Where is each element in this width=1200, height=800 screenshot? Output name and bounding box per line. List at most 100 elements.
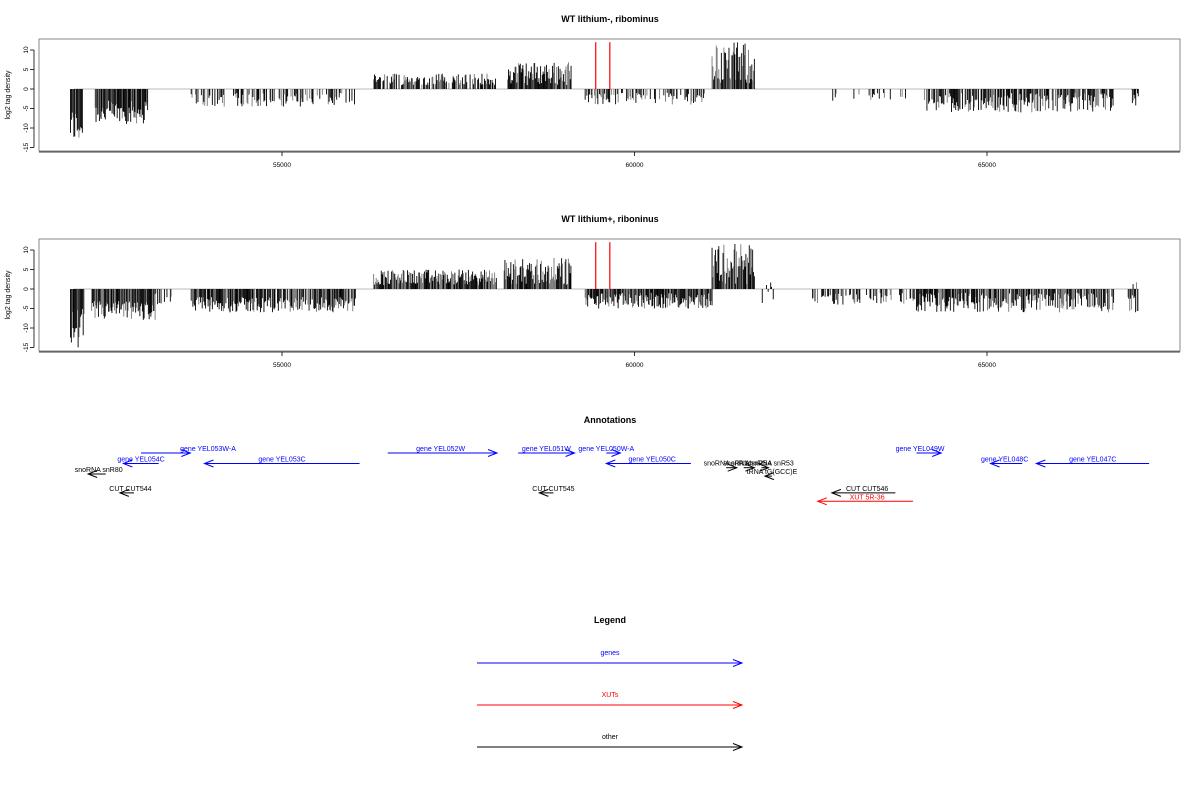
arrow-head-icon xyxy=(763,472,775,481)
y-tick-label: -10 xyxy=(23,123,30,133)
y-axis-label: log2 tag density xyxy=(5,70,12,120)
arrow-head-icon xyxy=(727,463,739,472)
arrow-head-icon xyxy=(565,449,576,457)
annotation-feature: snoRNA snR54 xyxy=(723,461,771,472)
legend-label: XUTs xyxy=(602,692,619,699)
annotation-feature: gene YEL049W xyxy=(896,446,945,457)
annotation-feature: gene YEL050C xyxy=(604,457,691,468)
x-axis: 55000 60000 65000 xyxy=(39,351,1180,369)
annotation-feature: snoRNA snR53 xyxy=(746,461,794,472)
annotation-label: gene YEL052W xyxy=(416,446,465,453)
annotation-label: tRNA tG(GCC)E xyxy=(747,469,798,476)
marker-group xyxy=(595,242,611,289)
x-tick-label: 55000 xyxy=(273,162,291,169)
arrow-head-icon xyxy=(816,497,827,506)
arrow-head-icon xyxy=(830,488,842,497)
x-tick-label: 60000 xyxy=(625,362,643,369)
annotation-label: gene YEL053C xyxy=(258,457,305,464)
plot-frame xyxy=(38,38,1181,152)
annotation-feature: gene YEL053C xyxy=(203,457,360,468)
x-tick-label: 55000 xyxy=(273,362,291,369)
annotation-label: XUT 5R-36 xyxy=(850,494,885,501)
legend-entry: XUTs xyxy=(477,692,744,709)
arrow-head-icon xyxy=(203,459,214,468)
annotation-label: snoRNA snR53 xyxy=(746,461,794,468)
annotation-feature: gene YEL047C xyxy=(1034,457,1150,468)
legend-label: other xyxy=(602,734,619,741)
x-tick-label: 60000 xyxy=(625,162,643,169)
annotation-label: snoRNA snR14 xyxy=(704,461,752,468)
y-tick-label: -15 xyxy=(23,142,30,152)
y-tick-label: -15 xyxy=(23,342,30,352)
annotation-feature: CUT CUT546 xyxy=(830,486,896,497)
annotation-label: gene YEL050W-A xyxy=(578,446,634,453)
legend-label: genes xyxy=(600,650,620,657)
x-tick-label: 65000 xyxy=(978,362,996,369)
arrow-head-icon xyxy=(181,449,192,457)
arrow-head-icon xyxy=(118,488,130,497)
plot-title: WT lithium-, ribominus xyxy=(561,14,659,24)
annotation-label: snoRNA snR54 xyxy=(723,461,771,468)
legend-entry: genes xyxy=(477,650,744,667)
marker-group xyxy=(595,42,611,89)
arrow-head-icon xyxy=(732,701,744,709)
legend-title: Legend xyxy=(594,615,626,625)
y-tick-label: 0 xyxy=(23,287,30,291)
arrow-head-icon xyxy=(121,459,133,468)
arrow-head-icon xyxy=(732,659,744,667)
y-axis: -15 -10 -5 0 5 10 xyxy=(23,46,35,152)
y-tick-label: -5 xyxy=(23,305,30,311)
arrow-head-icon xyxy=(759,463,770,472)
legend: Legend genes XUTs other xyxy=(477,615,744,751)
arrow-head-icon xyxy=(86,470,98,478)
y-tick-label: 10 xyxy=(23,246,30,254)
arrow-head-icon xyxy=(604,459,616,468)
plot-frame xyxy=(38,238,1181,352)
y-tick-label: 0 xyxy=(23,87,30,91)
annotation-label: CUT CUT545 xyxy=(532,486,574,493)
y-tick-label: 5 xyxy=(23,267,30,271)
y-tick-label: 10 xyxy=(23,46,30,54)
arrow-head-icon xyxy=(931,449,943,457)
x-axis: 55000 60000 65000 xyxy=(39,151,1180,169)
annotation-items: gene YEL053W-A gene YEL054C gene YEL053C ge… xyxy=(75,446,1150,506)
arrow-head-icon xyxy=(989,459,1000,468)
legend-entries: genes XUTs other xyxy=(477,650,744,751)
annotation-label: snoRNA snR80 xyxy=(75,467,123,474)
bar-group xyxy=(70,42,1139,138)
annotation-label: gene YEL047C xyxy=(1069,457,1116,464)
bar-group xyxy=(70,243,1139,348)
annotation-feature: snoRNA snR14 xyxy=(704,461,752,472)
annotation-label: CUT CUT546 xyxy=(846,486,888,493)
annotation-feature: gene YEL054C xyxy=(117,457,165,468)
annotation-label: gene YEL053W-A xyxy=(180,446,236,453)
x-tick-label: 65000 xyxy=(978,162,996,169)
plot-title: WT lithium+, riboninus xyxy=(561,214,658,224)
arrow-head-icon xyxy=(1034,459,1046,468)
annotation-feature: gene YEL051W xyxy=(518,446,576,457)
legend-entry: other xyxy=(477,734,744,751)
annotation-feature: CUT CUT544 xyxy=(109,486,152,497)
annotation-feature: gene YEL052W xyxy=(387,446,499,457)
annotation-feature: gene YEL050W-A xyxy=(578,446,635,457)
y-tick-label: -10 xyxy=(23,323,30,333)
arrow-head-icon xyxy=(745,463,756,472)
arrow-head-icon xyxy=(732,743,744,751)
annotation-feature: XUT 5R-36 xyxy=(816,494,913,506)
annotation-feature: gene YEL053W-A xyxy=(141,446,236,457)
arrow-head-icon xyxy=(487,449,499,457)
annotation-label: gene YEL049W xyxy=(896,446,945,453)
annotation-feature: tRNA tG(GCC)E xyxy=(747,469,798,481)
arrow-head-icon xyxy=(611,449,622,457)
y-axis: -15 -10 -5 0 5 10 xyxy=(23,246,35,352)
annotation-feature: snoRNA snR80 xyxy=(75,467,123,478)
annotation-label: gene YEL050C xyxy=(628,457,675,464)
track-plot-lithium-minus: WT lithium-, ribominus log2 tag density … xyxy=(5,14,1181,169)
arrow-head-icon xyxy=(537,488,549,497)
annotations-title: Annotations xyxy=(584,415,637,425)
annotation-feature: CUT CUT545 xyxy=(532,486,575,497)
y-tick-label: -5 xyxy=(23,105,30,111)
annotation-label: gene YEL054C xyxy=(117,457,164,464)
